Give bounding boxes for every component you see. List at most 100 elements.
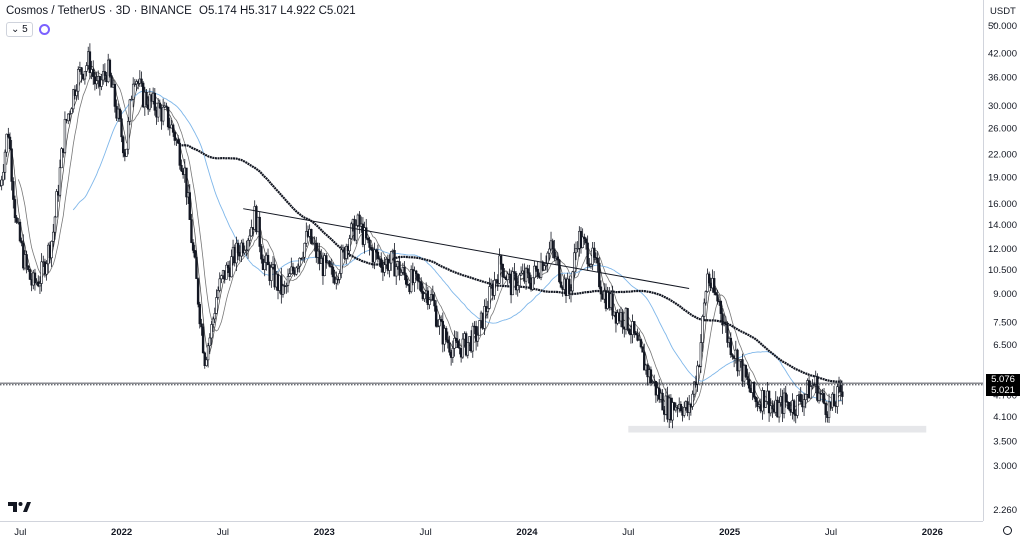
candle-body: [185, 167, 188, 198]
candle-body: [318, 250, 321, 264]
candle-body: [383, 264, 386, 273]
candle-body: [178, 142, 181, 166]
candle-body: [506, 273, 509, 281]
ma-long-line: [181, 144, 843, 383]
candle-body: [413, 270, 416, 284]
candle-body: [67, 113, 70, 122]
candle-body: [731, 354, 734, 357]
candle-body: [809, 386, 812, 399]
candle-body: [584, 238, 588, 244]
candle-body: [296, 265, 300, 269]
candle-body: [243, 250, 246, 254]
gear-icon[interactable]: [1003, 526, 1012, 535]
candle-body: [286, 276, 290, 286]
candle-body: [95, 80, 98, 85]
candle-body: [20, 240, 23, 244]
candle-body: [687, 403, 691, 413]
open-value: O5.174: [199, 5, 237, 17]
candle-body: [546, 252, 549, 264]
candle-body: [398, 261, 401, 276]
tradingview-logo-icon[interactable]: [8, 500, 32, 519]
x-tick-label: Jul: [14, 527, 26, 538]
symbol-name[interactable]: Cosmos / TetherUS: [6, 5, 106, 17]
currency-selector[interactable]: USDT ⌄: [990, 6, 1016, 28]
y-tick-label: 14.000: [988, 220, 1017, 231]
candle-body: [719, 301, 723, 314]
candle-body: [581, 236, 584, 248]
candle-body: [626, 308, 629, 330]
candle-body: [551, 240, 554, 250]
candle-body: [824, 403, 827, 415]
candle-body: [190, 219, 193, 243]
candle-body: [643, 351, 646, 371]
candle-body: [707, 273, 711, 284]
candle-body: [403, 267, 406, 276]
candle-body: [528, 272, 531, 284]
y-tick-label: 3.500: [993, 437, 1017, 448]
candle-body: [822, 393, 826, 404]
candle-body: [270, 267, 273, 281]
candle-body: [75, 90, 78, 96]
candle-body: [196, 278, 200, 305]
candle-body: [634, 332, 638, 335]
ohlc-values: O5.174 H5.317 L4.922 C5.021: [199, 5, 356, 17]
candle-body: [428, 299, 431, 305]
candle-body: [365, 227, 368, 239]
candle-body: [310, 228, 313, 244]
y-tick-label: 9.000: [993, 289, 1017, 300]
candle-body: [50, 241, 53, 259]
candle-body: [220, 275, 223, 280]
candle-body: [756, 401, 759, 407]
y-tick-label: 50.000: [988, 21, 1017, 32]
candle-body: [113, 84, 117, 107]
candle-body: [213, 313, 216, 320]
indicator-collapse-button[interactable]: ⌄ 5: [6, 22, 33, 37]
x-tick-label: Jul: [622, 527, 634, 538]
candle-body: [93, 76, 97, 85]
candle-body: [355, 225, 358, 241]
candle-body: [205, 359, 208, 366]
candle-body: [451, 347, 455, 358]
candle-body: [83, 70, 87, 80]
candle-body: [754, 396, 757, 403]
x-tick-label: Jul: [217, 527, 229, 538]
candle-body: [501, 263, 504, 278]
candle-body: [12, 181, 15, 200]
candle-body: [433, 299, 436, 307]
candle-body: [559, 281, 563, 288]
candle-body: [68, 113, 72, 115]
x-tick-label: 2024: [516, 527, 538, 538]
price-tag-upper: 5.076: [986, 374, 1020, 386]
candle-body: [747, 379, 751, 389]
candle-body: [193, 250, 196, 258]
candle-body: [802, 399, 806, 408]
candle-body: [836, 386, 839, 407]
candle-body: [586, 242, 589, 265]
candle-body: [176, 139, 180, 144]
candle-body: [639, 339, 643, 348]
candle-body: [330, 265, 333, 268]
candle-body: [548, 248, 551, 254]
interval-label[interactable]: 3D: [115, 5, 131, 17]
candle-body: [589, 264, 593, 267]
candle-body: [0, 179, 3, 186]
candle-body: [161, 106, 165, 122]
candle-body: [633, 321, 636, 334]
candle-body: [767, 390, 771, 414]
candle-body: [85, 65, 88, 72]
candle-body: [516, 285, 519, 291]
support-zone: [628, 425, 927, 433]
candle-body: [250, 227, 253, 237]
candle-body: [156, 102, 160, 118]
candle-body: [792, 400, 796, 415]
candle-body: [811, 385, 814, 387]
candle-body: [395, 266, 398, 277]
candle-body: [426, 290, 430, 305]
refresh-icon[interactable]: [38, 24, 50, 35]
candle-body: [140, 78, 143, 84]
candle-body: [786, 401, 789, 403]
candle-body: [576, 248, 579, 250]
candle-body: [263, 262, 266, 271]
